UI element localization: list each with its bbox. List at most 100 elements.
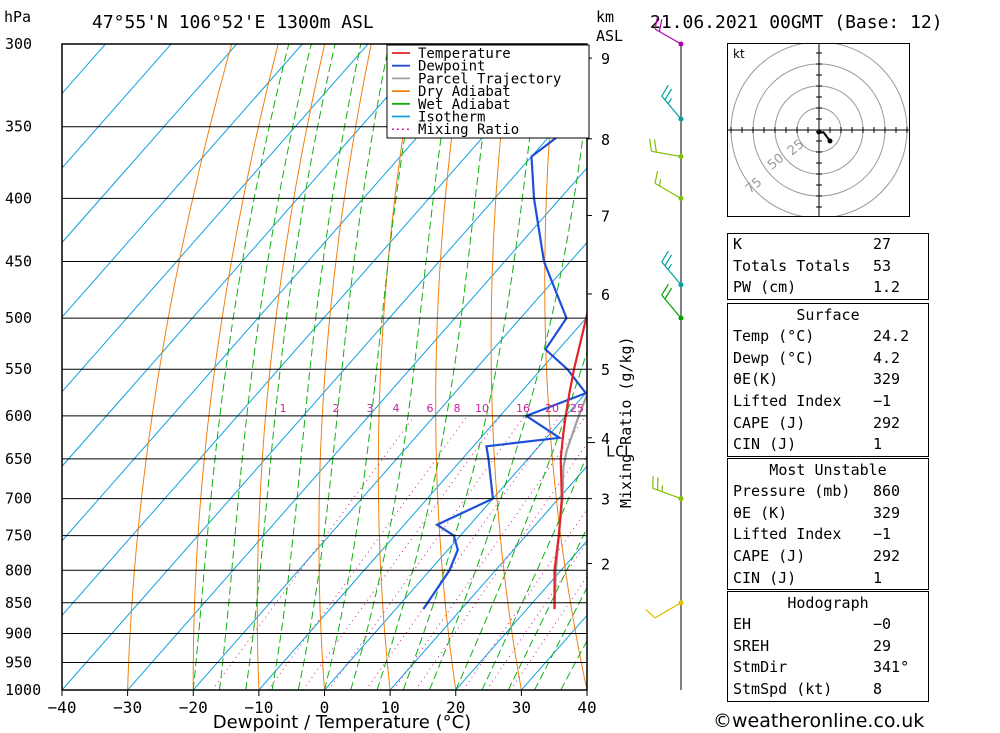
pressure-tick-label: 850 <box>5 594 32 612</box>
x-axis-label: Dewpoint / Temperature (°C) <box>213 712 471 733</box>
mixing-ratio-line <box>510 575 587 690</box>
isotherm-line <box>62 44 369 393</box>
hodograph-stat-row: SREH 29 <box>728 636 928 658</box>
wind-barb-flag <box>661 250 669 263</box>
pressure-tick-label: 800 <box>5 561 32 579</box>
surface-label: Dewp (°C) <box>733 348 815 367</box>
credit-text: ©weatheronline.co.uk <box>713 710 925 732</box>
most-unstable-value: 860 <box>873 482 901 500</box>
surface-label: Lifted Index <box>733 392 842 411</box>
index-label: PW (cm) <box>733 278 797 297</box>
wet-adiabat-line <box>429 102 587 690</box>
most-unstable-row: θE (K) 329 <box>728 503 928 525</box>
location-title: 47°55'N 106°52'E 1300m ASL <box>92 12 374 33</box>
mixing-ratio-value-label: 16 <box>516 402 530 415</box>
pressure-tick-label: 900 <box>5 624 32 642</box>
wind-barb-flag <box>645 608 656 619</box>
pressure-tick-label: 950 <box>5 653 32 671</box>
km-label: 6 <box>601 286 610 304</box>
pressure-tick-label: 1000 <box>5 681 41 699</box>
surface-value: 329 <box>873 370 901 389</box>
km-label: 9 <box>601 50 610 68</box>
hodograph-stat-value: 8 <box>873 680 883 699</box>
mixing-ratio-line <box>328 415 526 690</box>
most-unstable-label: Lifted Index <box>733 525 842 544</box>
km-label: 5 <box>601 361 610 379</box>
legend-label: Mixing Ratio <box>418 122 519 138</box>
surface-label: θE(K) <box>733 370 779 389</box>
most-unstable-value: 1 <box>873 568 883 587</box>
dry-adiabat-line <box>926 7 1000 716</box>
pressure-tick-label: 700 <box>5 490 32 508</box>
dry-adiabat-line <box>256 44 326 690</box>
surface-label: CIN (J) <box>733 435 797 454</box>
index-value: 1.2 <box>873 278 901 297</box>
dry-adiabat-line <box>318 44 372 690</box>
surface-value: 1 <box>873 435 883 454</box>
most-unstable-label: Pressure (mb) <box>733 482 851 500</box>
mixing-ratio-value-label: 3 <box>367 402 374 415</box>
surface-label: Temp (°C) <box>733 327 815 345</box>
surface-title: Surface <box>796 306 860 324</box>
surface-value: 292 <box>873 413 901 432</box>
mixing-ratio-value-label: 8 <box>454 402 461 415</box>
wind-barb-flag <box>661 284 669 296</box>
km-label: 3 <box>601 491 610 509</box>
wind-barb-dot <box>678 315 684 321</box>
mixing-ratio-value-label: 20 <box>545 402 559 415</box>
legend-label: Parcel Trajectory <box>418 71 561 87</box>
mixing-ratio-value-label: 25 <box>570 402 584 415</box>
wind-barb-half <box>667 263 672 270</box>
hodograph-stat-row: StmSpd (kt) 8 <box>728 679 928 701</box>
x-tick-label: −20 <box>179 698 208 717</box>
legend-label: Dry Adiabat <box>418 84 511 100</box>
hodograph-unit-label: kt <box>733 47 745 61</box>
surface-value: 24.2 <box>873 327 910 345</box>
km-label: 4 <box>601 430 610 448</box>
most-unstable-row: Pressure (mb) 860 <box>728 481 928 503</box>
km-label: 8 <box>601 131 610 149</box>
most-unstable-value: −1 <box>873 525 892 544</box>
surface-value: −1 <box>873 392 892 411</box>
x-tick-label: −30 <box>113 698 142 717</box>
wet-adiabat-line <box>271 44 362 690</box>
most-unstable-label: θE (K) <box>733 503 788 522</box>
isotherm-line <box>62 44 435 468</box>
hodograph-stat-label: StmDir <box>733 658 788 677</box>
index-value: 27 <box>873 235 892 253</box>
hodograph-stat-value: 29 <box>873 636 892 655</box>
surface-row: Dewp (°C) 4.2 <box>728 348 928 370</box>
wind-barb-flag <box>664 254 673 267</box>
pressure-tick-label: 750 <box>5 527 32 545</box>
wind-barb-flag <box>664 287 673 300</box>
legend-label: Isotherm <box>418 110 485 126</box>
pressure-tick-label: 600 <box>5 407 32 425</box>
isotherm-line <box>126 167 587 690</box>
pressure-tick-label: 650 <box>5 450 32 468</box>
wind-barb-dot <box>678 154 684 160</box>
mixing-ratio-value-label: 4 <box>393 402 400 415</box>
mixing-ratio-line <box>393 415 587 690</box>
mixing-ratio-value-label: 2 <box>333 402 340 415</box>
mixing-ratio-value-label: 10 <box>475 402 489 415</box>
surface-row: Lifted Index −1 <box>728 391 928 413</box>
hodograph-ring-label: 75 <box>743 175 765 197</box>
wind-barb-dot <box>678 496 684 502</box>
most-unstable-row: Lifted Index −1 <box>728 524 928 546</box>
mixing-ratio-line <box>267 415 468 690</box>
index-row: K 27 <box>728 234 928 256</box>
wet-adiabat-line <box>507 526 587 690</box>
x-tick-label: −40 <box>48 698 77 717</box>
x-tick-label: 10 <box>380 698 399 717</box>
km-label: 2 <box>601 556 610 574</box>
mixing-ratio-line <box>302 415 501 690</box>
most-unstable-row: CAPE (J) 292 <box>728 546 928 568</box>
hodograph-stat-label: EH <box>733 615 752 633</box>
hodograph-stat-row: StmDir 341° <box>728 657 928 679</box>
legend-box <box>386 44 590 139</box>
isotherm-line <box>62 44 238 244</box>
km-label: 7 <box>601 208 610 226</box>
wet-adiabat-line <box>245 44 336 690</box>
